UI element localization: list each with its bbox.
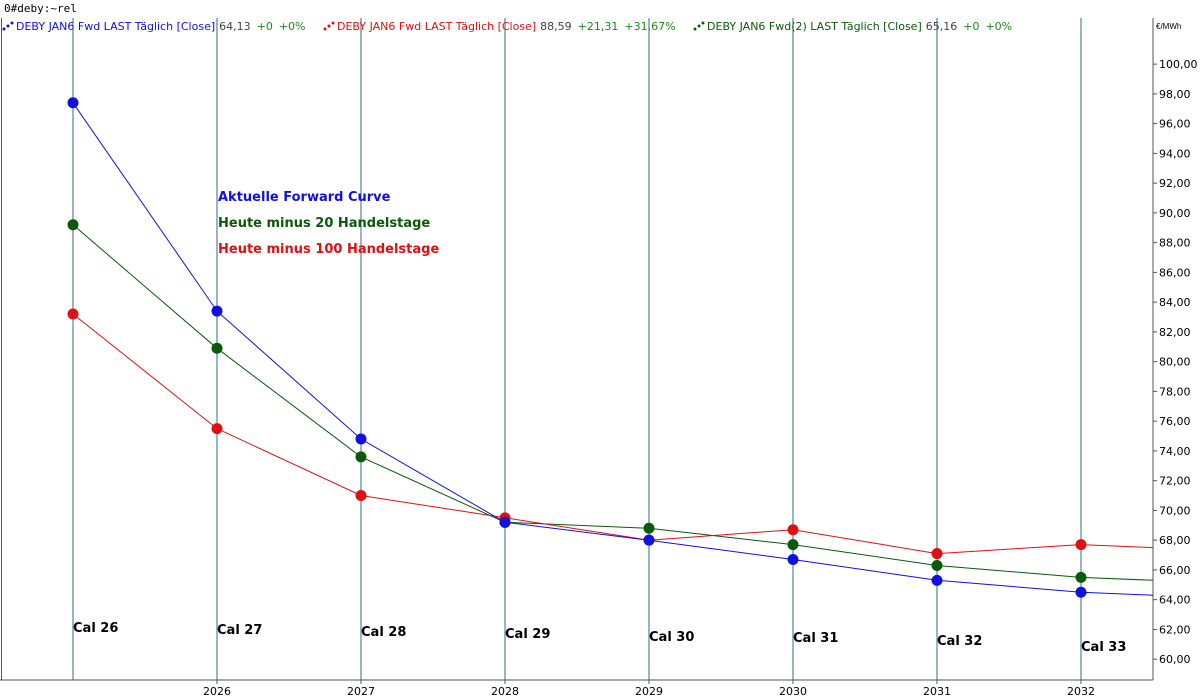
- legend-item[interactable]: DEBY JAN6 Fwd LAST Täglich [Close] 64,13 +…: [2, 20, 306, 33]
- data-point-red: [67, 308, 79, 320]
- category-labels: Cal 26 Cal 27 Cal 28 Cal 29 Cal 30 Cal 31 Cal …: [73, 621, 1126, 655]
- gridlines: [72, 18, 1082, 680]
- y-tick-label: 100,00: [1159, 58, 1198, 71]
- x-tick-label: 2028: [491, 685, 519, 698]
- legend-change: +0: [963, 20, 980, 33]
- category-label: Cal 31: [793, 631, 838, 646]
- y-tick-label: 60,00: [1159, 653, 1191, 666]
- legend-percent: +0%: [985, 20, 1013, 33]
- y-tick-label: 86,00: [1159, 266, 1191, 279]
- y-tick-label: 62,00: [1159, 623, 1191, 636]
- symbol-label[interactable]: 0#deby:~rel: [4, 2, 77, 15]
- data-point-blue: [355, 433, 367, 445]
- series-line-icon: [2, 21, 14, 31]
- series-line-icon: [323, 21, 335, 31]
- annotation-minus-100: Heute minus 100 Handelstage: [218, 242, 440, 257]
- legend-series-name: DEBY JAN6 Fwd LAST Täglich [Close]: [337, 20, 537, 33]
- y-tick-label: 64,00: [1159, 594, 1191, 607]
- data-point-green: [211, 342, 223, 354]
- x-tick-label: 2030: [779, 685, 807, 698]
- data-point-blue: [1075, 586, 1087, 598]
- category-label: Cal 33: [1081, 640, 1126, 655]
- y-tick-label: 78,00: [1159, 385, 1191, 398]
- series-lines: [67, 97, 1154, 598]
- data-point-green: [67, 219, 79, 231]
- data-point-green: [1075, 571, 1087, 583]
- data-point-red: [787, 524, 799, 536]
- y-tick-label: 84,00: [1159, 296, 1191, 309]
- x-tick-label: 2032: [1067, 685, 1095, 698]
- y-tick-label: 98,00: [1159, 88, 1191, 101]
- data-point-green: [355, 451, 367, 463]
- legend-value: 65,16: [925, 20, 958, 33]
- data-point-green: [643, 522, 655, 534]
- series-line-icon: [693, 21, 705, 31]
- data-point-blue: [67, 97, 79, 109]
- legend-value: 88,59: [540, 20, 572, 33]
- data-point-blue: [931, 574, 943, 586]
- category-label: Cal 30: [649, 630, 694, 645]
- y-tick-label: 76,00: [1159, 415, 1191, 428]
- category-label: Cal 32: [937, 634, 982, 649]
- legend-series-name: DEBY JAN6 Fwd LAST Täglich [Close]: [16, 20, 216, 33]
- legend-change: +21,31: [577, 20, 619, 33]
- x-tick-label: 2029: [635, 685, 663, 698]
- data-point-red: [931, 548, 943, 560]
- y-tick-label: 70,00: [1159, 504, 1191, 517]
- annotation-minus-20: Heute minus 20 Handelstage: [218, 216, 431, 231]
- data-point-blue: [787, 554, 799, 566]
- legend-series-name: DEBY JAN6 Fwd(2) LAST Täglich [Close]: [707, 20, 922, 33]
- y-tick-label: 92,00: [1159, 177, 1191, 190]
- legend-value: 64,13: [219, 20, 251, 33]
- x-tick-label: 2026: [203, 685, 231, 698]
- y-tick-label: 80,00: [1159, 356, 1191, 369]
- data-point-red: [355, 490, 367, 502]
- category-label: Cal 28: [361, 625, 406, 640]
- unit-label: €/MWh: [1156, 22, 1182, 31]
- category-label: Cal 26: [73, 621, 118, 636]
- y-tick-label: 90,00: [1159, 207, 1191, 220]
- data-point-green: [931, 559, 943, 571]
- annotation-current-curve: Aktuelle Forward Curve: [218, 190, 391, 205]
- legend-percent: +0%: [278, 20, 306, 33]
- legend-item[interactable]: DEBY JAN6 Fwd(2) LAST Täglich [Close] 65,…: [693, 20, 1012, 33]
- x-axis-ticks: 2026 2027 2028 2029 2030 2031 2032: [203, 680, 1095, 698]
- legend-change: +0: [256, 20, 273, 33]
- legend-bar: DEBY JAN6 Fwd LAST Täglich [Close] 64,13 +…: [2, 20, 1026, 36]
- y-tick-label: 82,00: [1159, 326, 1191, 339]
- data-point-red: [211, 423, 223, 435]
- y-axis-ticks: 60,00 62,00 64,00 66,00 68,00 70,00 72,00 74,00…: [1153, 58, 1198, 666]
- data-point-green: [787, 539, 799, 551]
- x-tick-label: 2031: [923, 685, 951, 698]
- category-label: Cal 27: [217, 623, 262, 638]
- x-tick-label: 2027: [347, 685, 375, 698]
- category-label: Cal 29: [505, 627, 550, 642]
- legend-item[interactable]: DEBY JAN6 Fwd LAST Täglich [Close] 88,59 +…: [323, 20, 676, 33]
- data-point-blue: [211, 305, 223, 317]
- y-tick-label: 96,00: [1159, 118, 1191, 131]
- y-tick-label: 74,00: [1159, 445, 1191, 458]
- data-point-blue: [643, 534, 655, 546]
- y-tick-label: 66,00: [1159, 564, 1191, 577]
- data-point-red: [1075, 539, 1087, 551]
- y-tick-label: 68,00: [1159, 534, 1191, 547]
- y-tick-label: 94,00: [1159, 147, 1191, 160]
- data-point-blue: [499, 516, 511, 528]
- y-tick-label: 88,00: [1159, 237, 1191, 250]
- legend-percent: +31,67%: [624, 20, 676, 33]
- y-tick-label: 72,00: [1159, 475, 1191, 488]
